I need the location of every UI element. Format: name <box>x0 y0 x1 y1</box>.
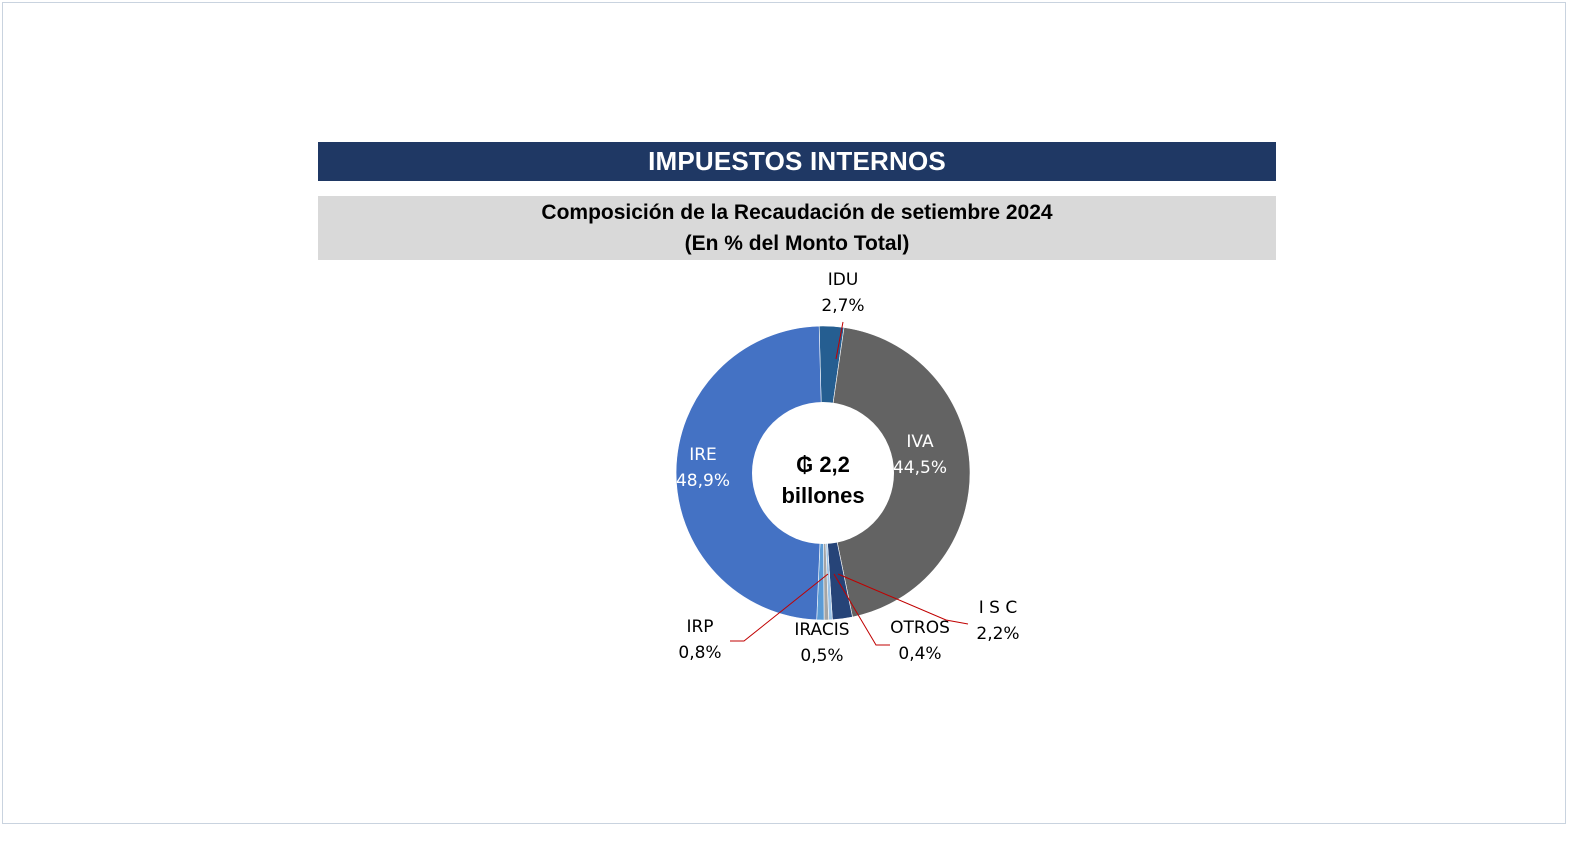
slice-name-label-i-s-c: I S C <box>979 598 1017 618</box>
slice-iva <box>822 327 971 618</box>
slice-name-label-idu: IDU <box>828 270 859 290</box>
slice-name-label-iracis: IRACIS <box>794 620 849 640</box>
leader-line-idu <box>835 321 844 360</box>
leader-line-irp <box>730 573 829 642</box>
chart-title: IMPUESTOS INTERNOS <box>648 146 946 176</box>
chart-subtitle-line2: (En % del Monto Total) <box>684 232 910 255</box>
slice-value-label-ire: 48,9% <box>676 471 730 491</box>
leader-line-i-s-c <box>837 573 969 625</box>
slice-value-label-irp: 0,8% <box>678 643 721 663</box>
slice-ire <box>675 325 824 621</box>
slice-labels: IDU 2,7% IVA 44,5% I S C 2,2% OTROS 0,4% IRACIS 0… <box>676 270 1020 666</box>
slice-name-label-irp: IRP <box>686 617 713 637</box>
slice-name-label-otros: OTROS <box>890 618 950 638</box>
leader-line-otros <box>833 573 890 646</box>
leader-lines <box>730 321 969 646</box>
chart-subtitle-line1: Composición de la Recaudación de setiemb… <box>541 201 1053 224</box>
slice-value-label-otros: 0,4% <box>898 644 941 664</box>
slice-name-label-ire: IRE <box>689 445 717 465</box>
center-total-unit: billones <box>781 483 864 508</box>
slice-value-label-iracis: 0,5% <box>800 646 843 666</box>
doughnut-slices <box>675 325 971 621</box>
slice-name-label-iva: IVA <box>906 432 934 452</box>
slice-value-label-i-s-c: 2,2% <box>976 624 1019 644</box>
center-total-value: ₲ 2,2 <box>796 452 850 477</box>
chart-title-bar: IMPUESTOS INTERNOS <box>318 142 1276 181</box>
doughnut-hole <box>752 402 894 544</box>
chart-subtitle-box: Composición de la Recaudación de setiemb… <box>318 196 1276 260</box>
slice-value-label-idu: 2,7% <box>821 296 864 316</box>
slice-value-label-iva: 44,5% <box>893 458 947 478</box>
